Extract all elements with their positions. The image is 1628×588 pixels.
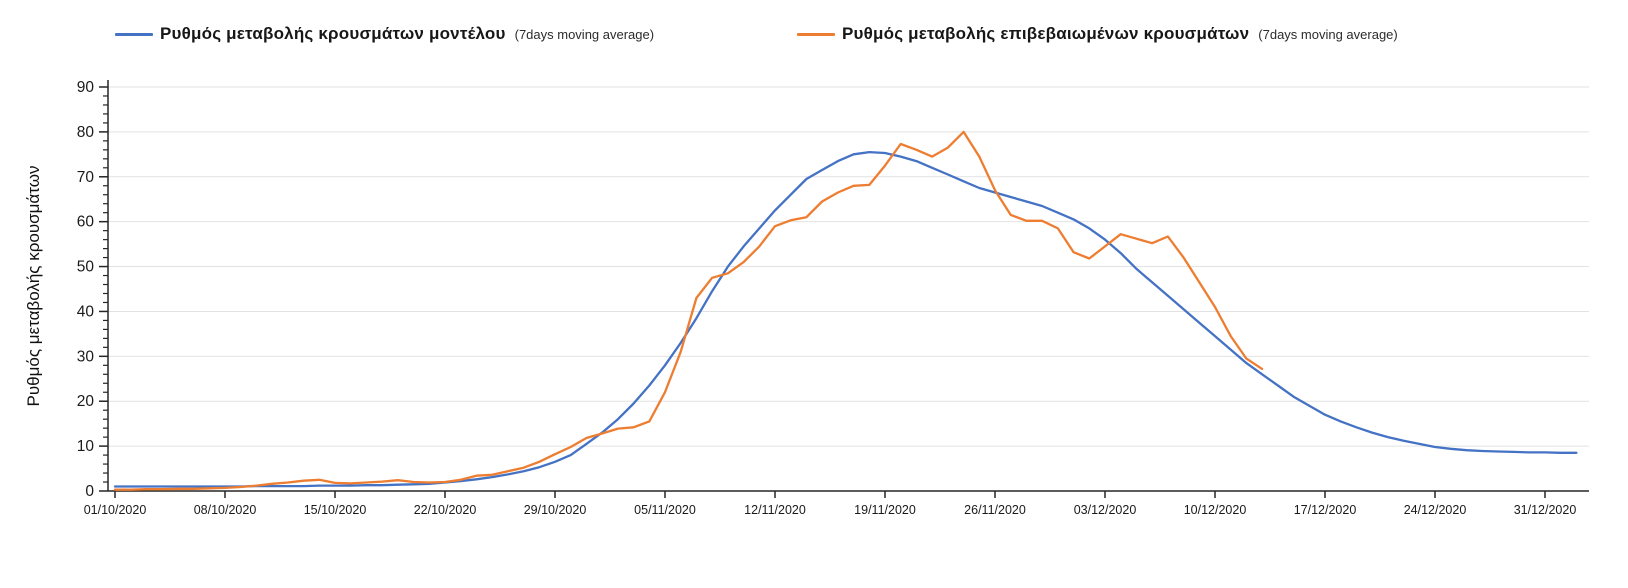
y-tick-label: 60 bbox=[77, 214, 95, 231]
y-axis-title: Ρυθμός μεταβολής κρουσμάτων bbox=[24, 165, 43, 407]
legend-item-confirmed: Ρυθμός μεταβολής επιβεβαιωμένων κρουσμάτ… bbox=[797, 24, 1398, 44]
y-tick-label: 70 bbox=[77, 169, 95, 186]
x-tick-label: 22/10/2020 bbox=[414, 503, 477, 517]
x-tick-label: 01/10/2020 bbox=[84, 503, 147, 517]
y-tick-label: 0 bbox=[85, 483, 94, 500]
x-tick-label: 19/11/2020 bbox=[854, 503, 916, 517]
x-tick-label: 03/12/2020 bbox=[1074, 503, 1137, 517]
x-tick-label: 29/10/2020 bbox=[524, 503, 587, 517]
y-tick-label: 20 bbox=[77, 393, 95, 410]
x-tick-label: 26/11/2020 bbox=[964, 503, 1026, 517]
x-tick-label: 17/12/2020 bbox=[1294, 503, 1357, 517]
y-tick-label: 50 bbox=[77, 259, 95, 276]
legend-label: Ρυθμός μεταβολής επιβεβαιωμένων κρουσμάτ… bbox=[842, 24, 1250, 43]
y-tick-label: 80 bbox=[77, 124, 95, 141]
series-line-confirmed bbox=[113, 130, 1264, 491]
y-tick-label: 40 bbox=[77, 303, 95, 320]
x-tick-label: 10/12/2020 bbox=[1184, 503, 1247, 517]
x-tick-label: 05/11/2020 bbox=[634, 503, 696, 517]
legend-suffix: (7days moving average) bbox=[1258, 26, 1398, 42]
legend-suffix: (7days moving average) bbox=[514, 26, 655, 42]
x-tick-label: 24/12/2020 bbox=[1404, 503, 1467, 517]
x-tick-label: 31/12/2020 bbox=[1514, 503, 1577, 517]
legend-line-marker-orange bbox=[797, 32, 835, 36]
x-tick-label: 12/11/2020 bbox=[744, 503, 806, 517]
x-tick-label: 15/10/2020 bbox=[304, 503, 367, 517]
legend-line-marker-blue bbox=[115, 32, 153, 36]
y-tick-label: 10 bbox=[77, 438, 95, 455]
legend-label: Ρυθμός μεταβολής κρουσμάτων μοντέλου bbox=[160, 24, 506, 43]
legend-item-model: Ρυθμός μεταβολής κρουσμάτων μοντέλου (7d… bbox=[115, 24, 654, 44]
y-tick-label: 30 bbox=[77, 348, 95, 365]
x-tick-label: 08/10/2020 bbox=[194, 503, 257, 517]
y-tick-label: 90 bbox=[77, 79, 95, 96]
series-line-model bbox=[113, 150, 1578, 488]
